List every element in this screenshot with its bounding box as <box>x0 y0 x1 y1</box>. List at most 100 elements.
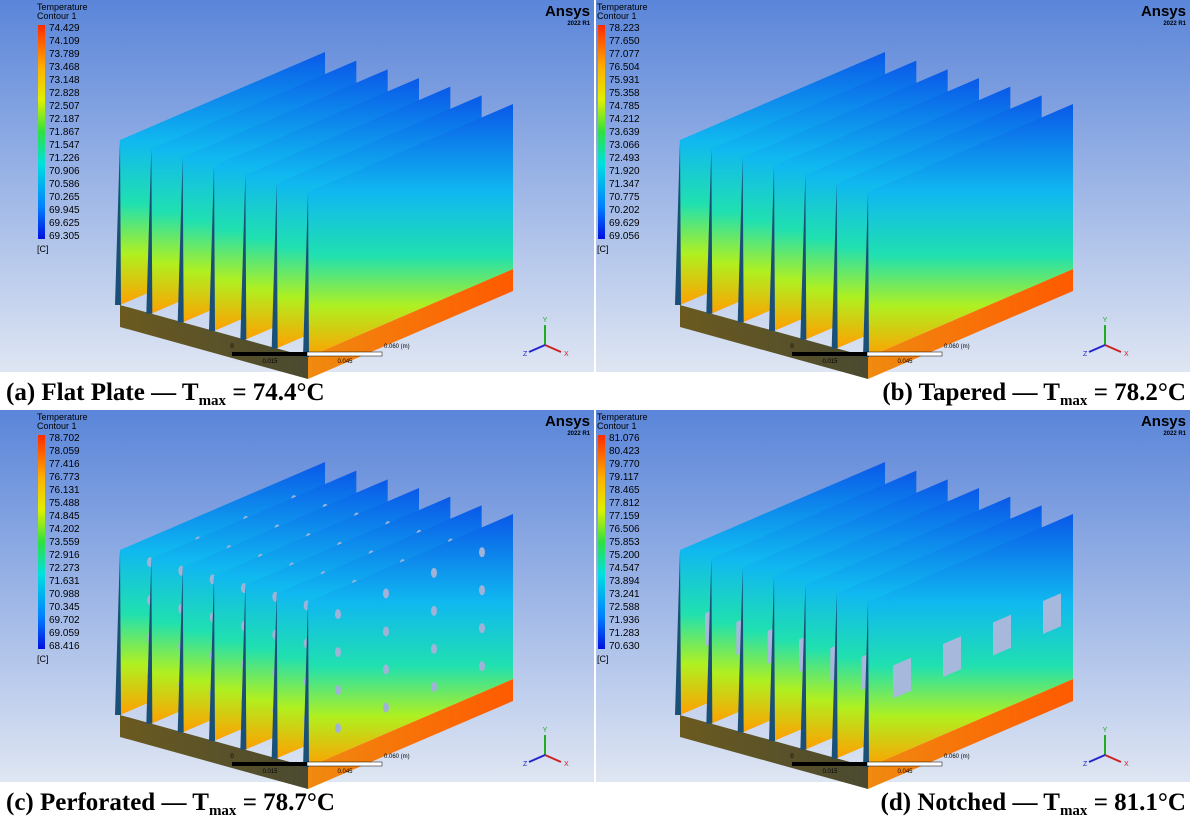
legend-value: 72.273 <box>49 563 80 574</box>
legend-value: 69.945 <box>49 205 80 216</box>
legend-value: 69.305 <box>49 231 80 242</box>
legend-subtitle: Contour 1 <box>597 11 637 21</box>
legend-value: 75.488 <box>49 498 80 509</box>
axis-label: Y <box>1103 317 1108 324</box>
caption-text: = 78.2°C <box>1087 379 1186 406</box>
caption-text: = 74.4°C <box>226 379 325 406</box>
legend-value: 76.506 <box>609 524 640 535</box>
legend-value: 76.131 <box>49 485 80 496</box>
axis-label: Z <box>1083 761 1088 768</box>
color-bar <box>38 435 45 649</box>
caption-subscript: max <box>209 803 237 819</box>
legend-value: 71.631 <box>49 576 80 587</box>
legend-value: 81.076 <box>609 433 640 444</box>
legend-value: 74.109 <box>49 36 80 47</box>
legend-value: 75.200 <box>609 550 640 561</box>
legend-value: 69.056 <box>609 231 640 242</box>
legend-value: 74.429 <box>49 23 80 34</box>
legend-value: 74.212 <box>609 114 640 125</box>
legend-value: 71.936 <box>609 615 640 626</box>
legend-value: 70.202 <box>609 205 640 216</box>
axis-label: Z <box>523 351 528 358</box>
caption-text: (c) Perforated — T <box>6 789 209 816</box>
version: 2022 R1 <box>1163 431 1186 437</box>
hole <box>431 644 437 654</box>
legend-value: 77.077 <box>609 49 640 60</box>
legend-value: 70.906 <box>49 166 80 177</box>
caption-text: (d) Notched — T <box>881 789 1061 816</box>
caption-subscript: max <box>1060 803 1088 819</box>
legend-value: 77.812 <box>609 498 640 509</box>
scale-bar-black <box>792 352 867 356</box>
legend-value: 78.059 <box>49 446 80 457</box>
legend-value: 76.773 <box>49 472 80 483</box>
legend-value: 69.625 <box>49 218 80 229</box>
legend-value: 72.588 <box>609 602 640 613</box>
legend-value: 80.423 <box>609 446 640 457</box>
axis-label: Z <box>1083 351 1088 358</box>
scale-label: 0.015 <box>262 359 278 365</box>
logo: Ansys <box>1141 413 1186 430</box>
legend-value: 75.853 <box>609 537 640 548</box>
scale-bar-black <box>792 762 867 766</box>
axis-label: X <box>564 351 569 358</box>
scale-bar-white <box>867 762 942 766</box>
legend-value: 79.770 <box>609 459 640 470</box>
hole <box>479 623 485 633</box>
hole <box>383 702 389 712</box>
legend-value: 75.358 <box>609 88 640 99</box>
legend-value: 74.202 <box>49 524 80 535</box>
version: 2022 R1 <box>1163 21 1186 27</box>
legend-value: 72.828 <box>49 88 80 99</box>
legend-value: 71.867 <box>49 127 80 138</box>
hole <box>479 547 485 557</box>
scale-label: 0.045 <box>337 359 353 365</box>
logo: Ansys <box>1141 3 1186 20</box>
caption-subscript: max <box>199 393 227 409</box>
legend-value: 70.775 <box>609 192 640 203</box>
scale-label: 0.015 <box>822 359 838 365</box>
legend-value: 73.559 <box>49 537 80 548</box>
legend-value: 74.547 <box>609 563 640 574</box>
legend-value: 70.265 <box>49 192 80 203</box>
scale-label: 0.015 <box>262 769 278 775</box>
legend-value: 71.547 <box>49 140 80 151</box>
caption: (a) Flat Plate — Tmax = 74.4°C <box>6 379 325 409</box>
legend-value: 73.241 <box>609 589 640 600</box>
axis-label: Y <box>1103 727 1108 734</box>
scale-bar-white <box>307 762 382 766</box>
color-bar <box>598 25 605 239</box>
axis-label: Y <box>543 317 548 324</box>
logo: Ansys <box>545 3 590 20</box>
legend-subtitle: Contour 1 <box>597 421 637 431</box>
logo: Ansys <box>545 413 590 430</box>
panel: TemperatureContour 178.22377.65077.07776… <box>596 0 1190 379</box>
scale-label: 0.015 <box>822 769 838 775</box>
scale-bar-black <box>232 762 307 766</box>
scale-label: 0.045 <box>337 769 353 775</box>
axis-label: Y <box>543 727 548 734</box>
legend-value: 72.507 <box>49 101 80 112</box>
legend-value: 78.223 <box>609 23 640 34</box>
color-bar <box>38 25 45 239</box>
legend-value: 78.702 <box>49 433 80 444</box>
legend-value: 73.639 <box>609 127 640 138</box>
legend-unit: [C] <box>597 244 609 254</box>
legend-unit: [C] <box>37 244 49 254</box>
legend-value: 70.345 <box>49 602 80 613</box>
legend-value: 73.468 <box>49 62 80 73</box>
legend-value: 70.630 <box>609 641 640 652</box>
caption: (c) Perforated — Tmax = 78.7°C <box>6 789 335 819</box>
hole <box>335 685 341 695</box>
hole <box>383 588 389 598</box>
legend-value: 72.187 <box>49 114 80 125</box>
scale-label: 0.060 (m) <box>944 754 970 760</box>
axis-label: Z <box>523 761 528 768</box>
legend-value: 71.283 <box>609 628 640 639</box>
legend-subtitle: Contour 1 <box>37 421 77 431</box>
legend-value: 79.117 <box>609 472 639 483</box>
legend-value: 72.916 <box>49 550 80 561</box>
scale-label: 0.060 (m) <box>384 754 410 760</box>
hole <box>383 664 389 674</box>
